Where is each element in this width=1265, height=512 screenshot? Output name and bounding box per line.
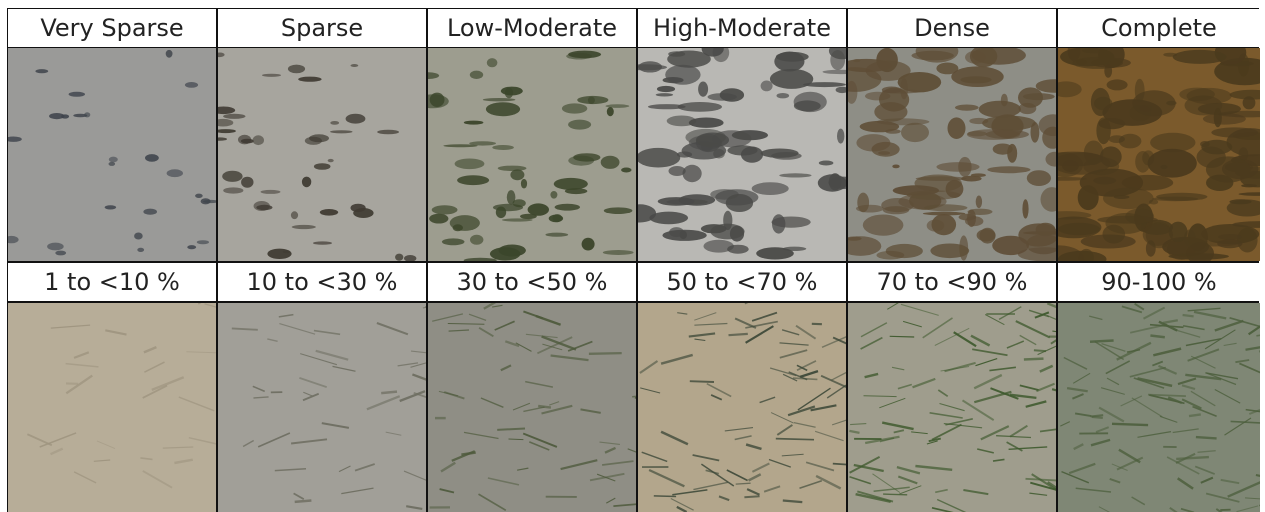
photo-top-2 [218,48,426,261]
category-label-4: High-Moderate [638,9,846,47]
photo-bottom-2 [218,303,426,512]
coverage-range-label-3: 30 to <50 % [428,263,636,301]
photo-top-4 [638,48,846,261]
category-label-1: Very Sparse [8,9,216,47]
photo-top-5 [848,48,1056,261]
seagrass-coverage-grid: Very Sparse Sparse Low-Moderate High-Modera… [7,8,1260,512]
photo-bottom-5 [848,303,1056,512]
coverage-range-label-2: 10 to <30 % [218,263,426,301]
category-label-2: Sparse [218,9,426,47]
coverage-range-label-6: 90-100 % [1058,263,1260,301]
coverage-range-label-1: 1 to <10 % [8,263,216,301]
category-label-3: Low-Moderate [428,9,636,47]
photo-bottom-3 [428,303,636,512]
photo-top-6 [1058,48,1260,261]
photo-top-1 [8,48,216,261]
photo-bottom-6 [1058,303,1260,512]
photo-bottom-1 [8,303,216,512]
coverage-range-label-4: 50 to <70 % [638,263,846,301]
category-label-5: Dense [848,9,1056,47]
coverage-range-label-5: 70 to <90 % [848,263,1056,301]
photo-top-3 [428,48,636,261]
category-label-6: Complete [1058,9,1260,47]
photo-bottom-4 [638,303,846,512]
